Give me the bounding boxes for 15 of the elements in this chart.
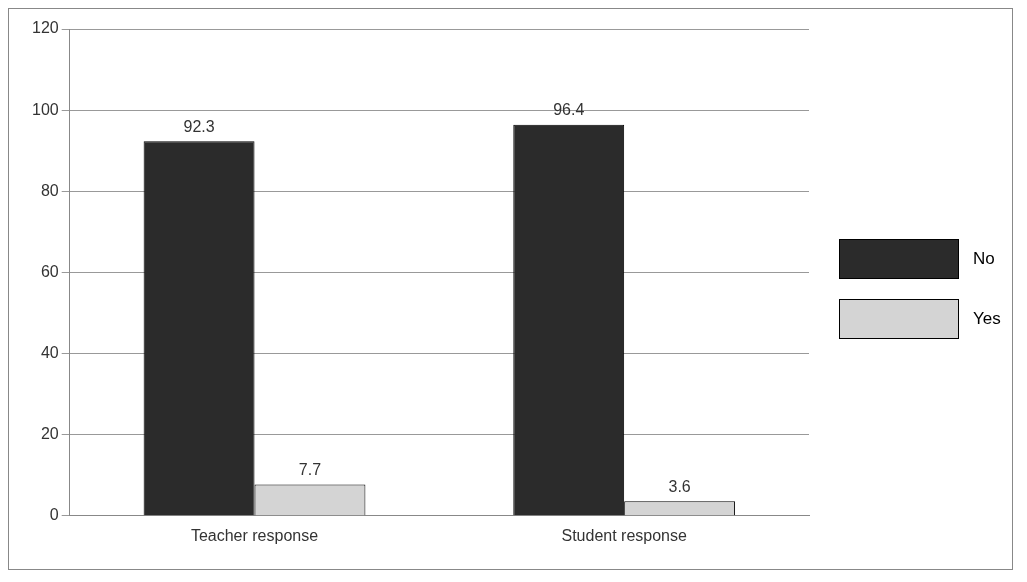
data-label: 3.6 [668, 477, 691, 495]
data-label: 7.7 [298, 460, 322, 478]
text: No [973, 249, 995, 269]
y-tick-label: 0 [49, 506, 59, 524]
y-tick-label: 20 [40, 425, 59, 443]
x-tick-label: Student response [561, 526, 687, 544]
y-tick-label: 40 [40, 343, 59, 361]
y-tick-label: 60 [40, 262, 59, 280]
y-tick-label: 100 [31, 100, 59, 118]
y-tick-label: 120 [31, 19, 59, 37]
text: Yes [973, 309, 1001, 329]
x-tick-label: Teacher response [190, 526, 319, 544]
data-label: 96.4 [553, 101, 585, 119]
data-label: 92.3 [183, 117, 215, 135]
y-tick-label: 80 [40, 181, 59, 199]
